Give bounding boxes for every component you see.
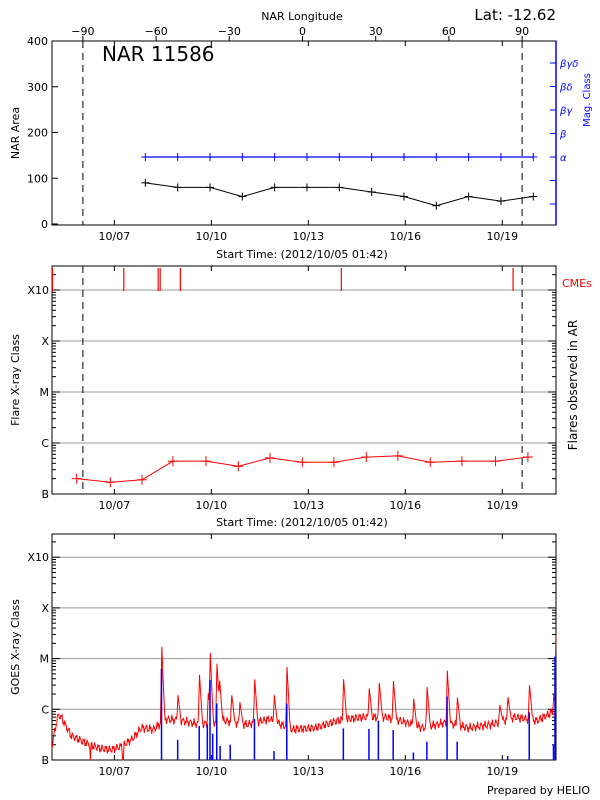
x-tick-label: 10/16	[389, 765, 421, 778]
longitude-tick-label: −60	[144, 25, 167, 38]
credit-text: Prepared by HELIO	[487, 784, 590, 797]
y-tick-label: X10	[27, 284, 49, 297]
x-tick-label: 10/13	[292, 230, 324, 243]
y-tick-label: X	[41, 602, 49, 615]
y-tick-label: C	[41, 703, 49, 716]
longitude-tick-label: 60	[442, 25, 456, 38]
y-tick-label: 0	[41, 218, 48, 231]
x-tick-label: 10/10	[195, 499, 227, 512]
x-tick-label: 10/13	[292, 499, 324, 512]
x-tick-label: 10/16	[389, 499, 421, 512]
mag-class-label: βδ	[559, 83, 573, 94]
mag-class-label: α	[560, 153, 567, 164]
y-tick-label: 400	[27, 35, 48, 48]
goes-long-channel-line	[51, 635, 557, 761]
panel2-ylabel: Flare X-ray Class	[9, 334, 22, 426]
longitude-tick-label: −90	[71, 25, 94, 38]
x-tick-label: 10/07	[99, 499, 131, 512]
x-tick-label: 10/19	[486, 230, 518, 243]
cme-label: CMEs	[562, 277, 592, 290]
x-tick-label: 10/13	[292, 765, 324, 778]
longitude-tick-label: −30	[218, 25, 241, 38]
latitude-annotation: Lat: -12.62	[474, 6, 556, 24]
y-tick-label: M	[40, 386, 50, 399]
panel1-xlabel: Start Time: (2012/10/05 01:42)	[216, 248, 388, 261]
y-tick-label: M	[40, 653, 50, 666]
x-tick-label: 10/19	[486, 499, 518, 512]
panel1-ylabel: NAR Area	[9, 107, 22, 159]
y-tick-label: B	[41, 488, 49, 501]
longitude-tick-label: 30	[369, 25, 383, 38]
longitude-tick-label: 0	[299, 25, 306, 38]
y-tick-label: C	[41, 437, 49, 450]
panel2-y2label: Flares observed in AR	[566, 320, 580, 450]
x-tick-label: 10/10	[195, 230, 227, 243]
mag-class-label: βγδ	[559, 59, 578, 70]
y-tick-label: B	[41, 754, 49, 767]
x-tick-label: 10/07	[99, 765, 131, 778]
panel2-frame	[51, 265, 557, 495]
x-tick-label: 10/16	[389, 230, 421, 243]
panel1-top-xlabel: NAR Longitude	[261, 10, 343, 23]
mag-class-label: β	[559, 130, 567, 141]
y-tick-label: 300	[27, 81, 48, 94]
panel1-y2label: Mag. Class	[582, 73, 593, 127]
x-tick-label: 10/10	[195, 765, 227, 778]
panel1-frame	[51, 40, 557, 226]
mag-class-label: βγ	[559, 106, 573, 117]
x-tick-label: 10/19	[486, 765, 518, 778]
y-tick-label: X10	[27, 551, 49, 564]
y-tick-label: 200	[27, 127, 48, 140]
panel1-title: NAR 11586	[102, 42, 215, 66]
y-tick-label: X	[41, 335, 49, 348]
panel2-xlabel: Start Time: (2012/10/05 01:42)	[216, 516, 388, 529]
y-tick-label: 100	[27, 172, 48, 185]
x-tick-label: 10/07	[99, 230, 131, 243]
panel3-ylabel: GOES X-ray Class	[9, 599, 22, 695]
longitude-tick-label: 90	[515, 25, 529, 38]
